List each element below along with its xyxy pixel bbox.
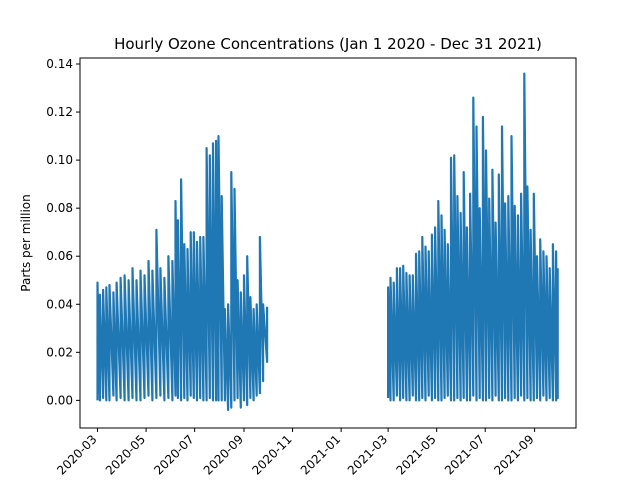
- y-tick-label: 0.04: [46, 297, 73, 311]
- x-tick-label: 2020-05: [103, 432, 148, 477]
- x-tick-label: 2020-07: [151, 432, 196, 477]
- plot-frame: [79, 57, 577, 429]
- x-tick-label: 2020-03: [54, 432, 99, 477]
- y-tick-label: 0.08: [46, 201, 73, 215]
- series-line-segment: [387, 72, 559, 402]
- series-line-segment: [96, 135, 269, 412]
- plot-area: [96, 72, 559, 412]
- x-tick-label: 2021-07: [442, 432, 487, 477]
- y-tick-label: 0.06: [46, 249, 73, 263]
- y-tick-label: 0.10: [46, 153, 73, 167]
- y-tick-label: 0.12: [46, 105, 73, 119]
- y-tick-label: 0.02: [46, 345, 73, 359]
- x-tick-label: 2021-05: [393, 432, 438, 477]
- x-tick-label: 2020-11: [249, 432, 294, 477]
- y-tick-label: 0.00: [46, 393, 73, 407]
- x-tick-label: 2021-03: [345, 432, 390, 477]
- x-tick-label: 2021-01: [298, 432, 343, 477]
- chart-title: Hourly Ozone Concentrations (Jan 1 2020 …: [114, 35, 542, 53]
- y-axis-label: Parts per million: [19, 194, 33, 291]
- x-tick-label: 2020-09: [201, 432, 246, 477]
- y-tick-label: 0.14: [46, 57, 73, 71]
- x-tick-label: 2021-09: [491, 432, 536, 477]
